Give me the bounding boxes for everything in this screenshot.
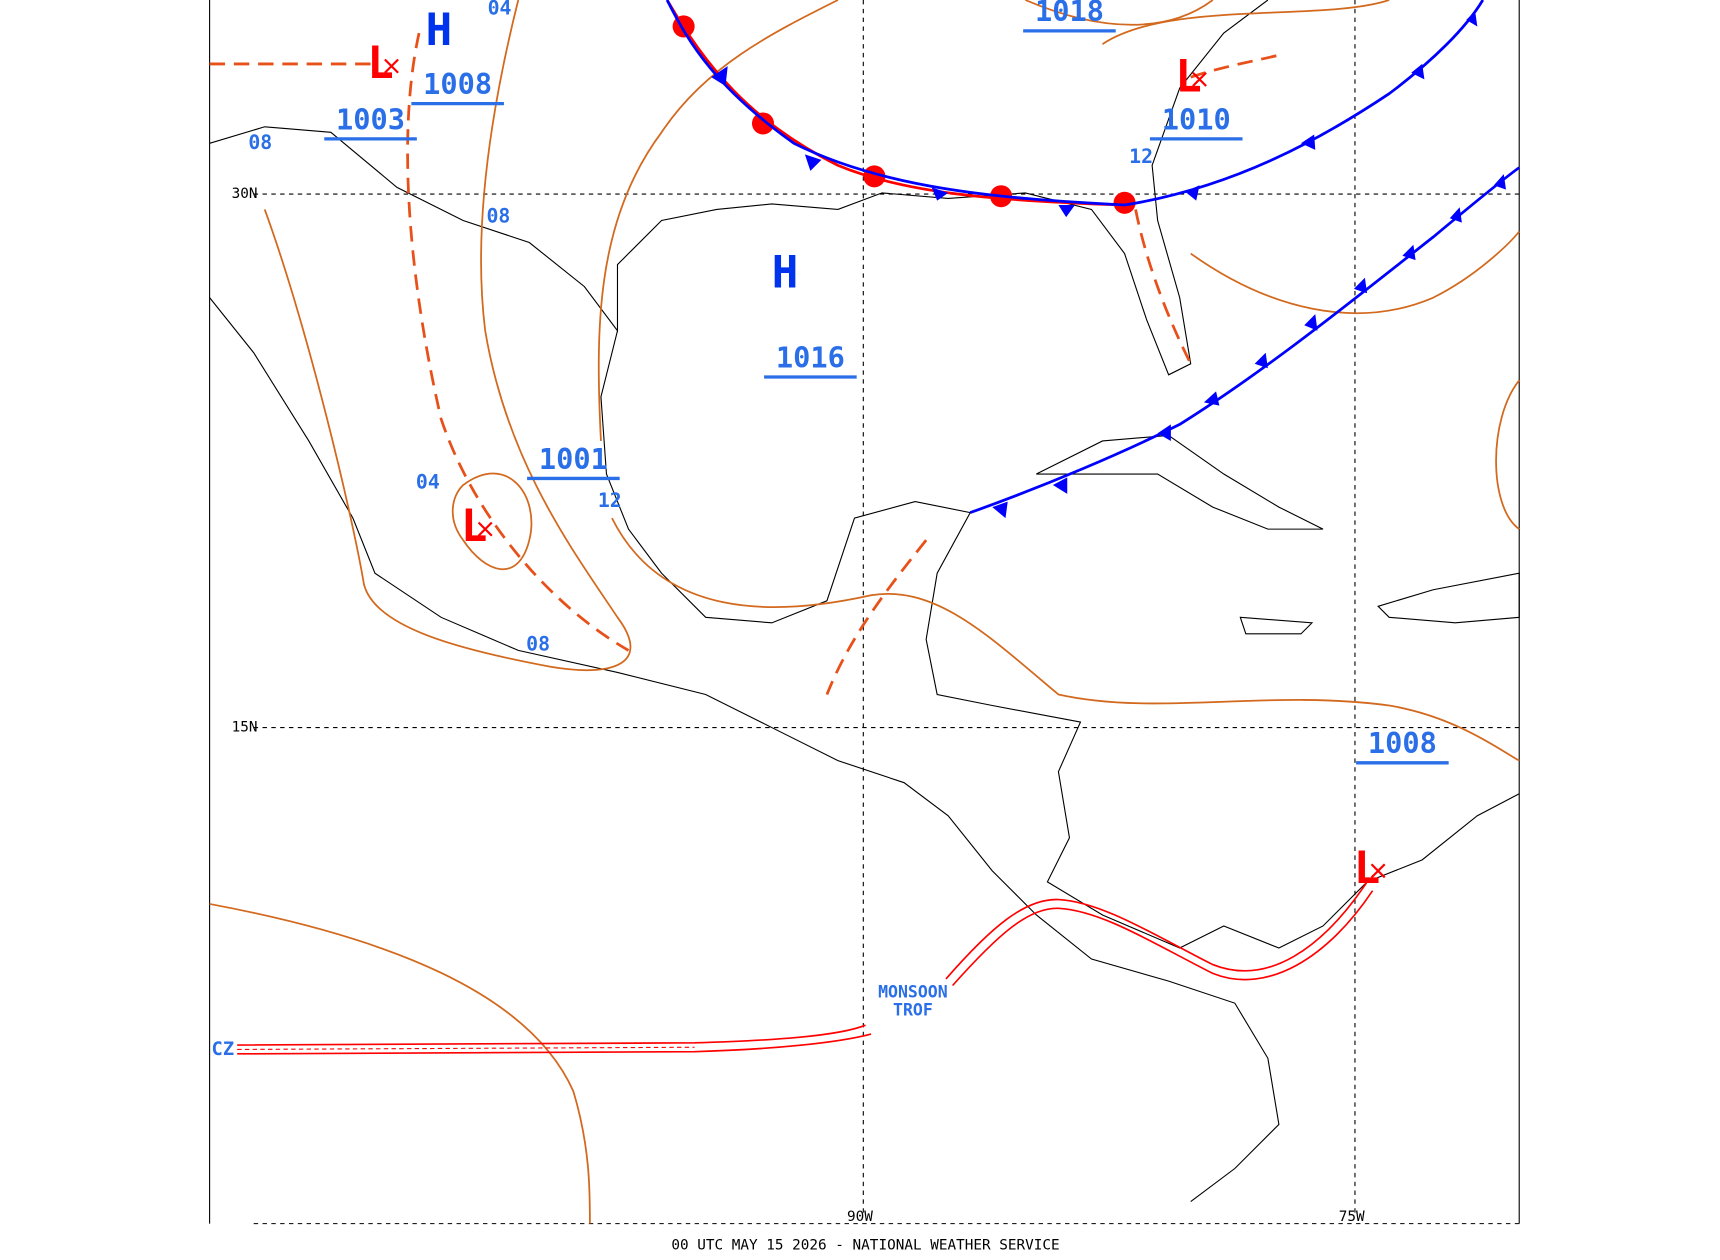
isobar-label: 04 <box>416 470 440 493</box>
isobar-label: 12 <box>1129 145 1153 168</box>
grid-label: 75W <box>1339 1209 1365 1225</box>
low-marker <box>384 58 399 74</box>
low-marker <box>1370 863 1386 879</box>
low-marker <box>477 521 493 537</box>
grid-label: 15N <box>232 720 258 736</box>
pressure-label: 1003 <box>336 102 405 136</box>
pressure-label: 1008 <box>423 67 492 101</box>
isobar <box>1102 0 1390 45</box>
isobar <box>1190 230 1520 314</box>
pressure-label: 1016 <box>776 340 845 374</box>
isobar <box>209 903 591 1224</box>
cold-front <box>665 0 1485 207</box>
monsoon-label: MONSOON <box>878 983 948 1002</box>
high-center: H <box>426 5 453 56</box>
itcz <box>237 1024 872 1055</box>
trough <box>1190 53 1280 79</box>
isobar-label: 04 <box>488 0 512 19</box>
isobar-label: 08 <box>486 205 510 228</box>
high-center: H <box>772 248 799 299</box>
trough <box>825 539 928 696</box>
isobar-label: 08 <box>526 632 550 655</box>
monsoon-label: TROF <box>893 1000 933 1019</box>
coastline <box>600 330 1520 949</box>
isobar-label: 12 <box>598 489 622 512</box>
footer: 00 UTC MAY 15 2026 - NATIONAL WEATHER SE… <box>671 1238 1059 1254</box>
cold-front-symbols <box>992 174 1506 519</box>
isobar <box>263 0 632 672</box>
itcz-label: CZ <box>212 1039 235 1060</box>
low-marker <box>1192 71 1207 87</box>
pressure-label: 1001 <box>539 442 608 476</box>
coastline <box>1036 434 1324 530</box>
isobar <box>611 517 1520 762</box>
coastline <box>209 297 1280 1203</box>
monsoon-trough <box>945 881 1374 987</box>
pressure-label: 1010 <box>1162 102 1231 136</box>
grid-label: 90W <box>847 1209 873 1225</box>
warm-front <box>665 0 1125 207</box>
isobar <box>1495 379 1520 530</box>
trough <box>406 32 630 652</box>
coastline <box>209 0 1269 376</box>
grid-label: 30N <box>232 186 258 202</box>
coastline <box>1239 572 1520 635</box>
trough <box>1134 209 1192 365</box>
cold-front <box>969 166 1521 514</box>
pressure-label: 1008 <box>1368 726 1437 760</box>
isobar-label: 08 <box>248 131 272 154</box>
cold-front-symbols <box>711 11 1478 218</box>
isobar <box>1025 0 1214 26</box>
isobar <box>451 472 533 571</box>
pressure-label: 1018 <box>1035 0 1104 28</box>
isobar <box>597 0 839 441</box>
itcz-hatch <box>237 1046 695 1050</box>
